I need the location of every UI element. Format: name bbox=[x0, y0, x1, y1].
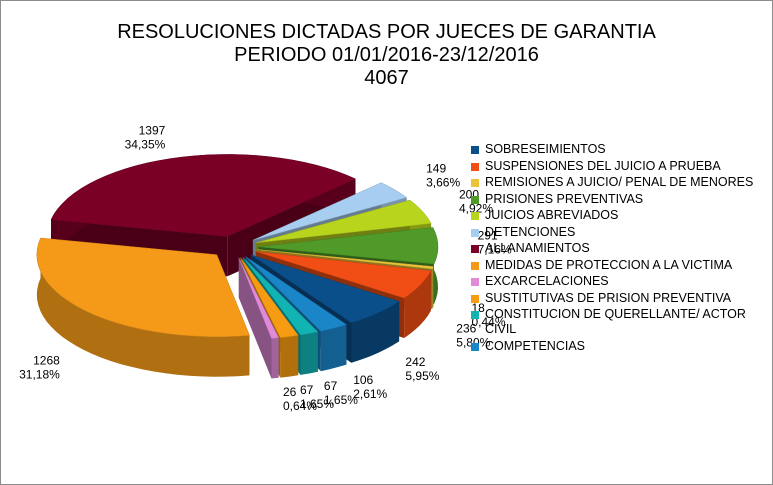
legend-swatch bbox=[471, 261, 479, 270]
slice-value-label: 1397 bbox=[139, 123, 166, 137]
legend-label: PRISIONES PREVENTIVAS bbox=[485, 191, 644, 206]
legend-swatch bbox=[471, 179, 479, 187]
legend-swatch bbox=[471, 342, 479, 351]
slice-value-label: 291 bbox=[478, 229, 498, 243]
legend-item-competencias: COMPETENCIAS bbox=[471, 339, 761, 354]
slice-medidas-de-proteccion-a-la-victima bbox=[36, 237, 250, 337]
legend-item-sobreseimientos: SOBRESEIMIENTOS bbox=[471, 142, 761, 157]
slice-competencias bbox=[245, 256, 347, 332]
legend-item-medidas-de-proteccion-a-la-victima: MEDIDAS DE PROTECCION A LA VICTIMA bbox=[471, 258, 761, 273]
legend-label: JUICIOS ABREVIADOS bbox=[485, 208, 619, 222]
legend-swatch bbox=[471, 278, 479, 286]
legend-swatch bbox=[471, 311, 479, 319]
slice-percent-label: 3,66% bbox=[426, 176, 460, 190]
chart-title: RESOLUCIONES DICTADAS POR JUECES DE GARA… bbox=[1, 21, 772, 90]
slice-percent-label: 0,44% bbox=[472, 315, 506, 329]
slice-suspensiones-del-juicio-a-prueba bbox=[255, 251, 432, 299]
chart-title-line-3: 4067 bbox=[364, 67, 409, 89]
legend-label: COMPETENCIAS bbox=[485, 338, 586, 353]
chart-title-line-1: RESOLUCIONES DICTADAS POR JUECES DE GARA… bbox=[117, 21, 656, 43]
legend-item-constitucion-de-querellante-actor-civil: CONSTITUCION DE QUERELLANTE/ ACTOR CIVIL bbox=[471, 307, 761, 337]
slice-value-label: 236 bbox=[456, 321, 476, 335]
legend-item-detenciones: DETENCIONES bbox=[471, 225, 761, 240]
legend-item-remisiones-a-juicio-penal-de-menores: REMISIONES A JUICIO/ PENAL DE MENORES bbox=[471, 175, 761, 190]
slice-percent-label: 1,65% bbox=[324, 393, 358, 407]
slice-percent-label: 2,61% bbox=[353, 387, 387, 401]
slice-value-label: 149 bbox=[426, 162, 446, 176]
slice-detenciones bbox=[252, 182, 408, 241]
slice-remisiones-a-juicio-penal-de-menores bbox=[257, 249, 434, 270]
pie-tops bbox=[36, 154, 439, 339]
legend-label: REMISIONES A JUICIO/ PENAL DE MENORES bbox=[485, 175, 754, 189]
slice-value-label: 1268 bbox=[33, 354, 60, 368]
slice-percent-label: 34,35% bbox=[125, 137, 166, 151]
legend-item-prisiones-preventivas: PRISIONES PREVENTIVAS bbox=[471, 192, 761, 207]
slice-percent-label: 5,95% bbox=[405, 369, 439, 383]
slice-prisiones-preventivas bbox=[257, 227, 439, 265]
legend-item-juicios-abreviados: JUICIOS ABREVIADOS bbox=[471, 208, 761, 223]
slice-allanamientos bbox=[50, 154, 357, 237]
legend-label: SOBRESEIMIENTOS bbox=[485, 142, 606, 156]
legend-label: EXCARCELACIONES bbox=[485, 274, 609, 288]
slice-value-label: 67 bbox=[300, 383, 314, 397]
chart-title-line-2: PERIODO 01/01/2016-23/12/2016 bbox=[234, 44, 539, 66]
slice-value-label: 106 bbox=[353, 373, 373, 387]
slice-sustitutivas-de-prision-preventiva bbox=[240, 257, 299, 338]
slice-excarcelaciones bbox=[238, 257, 279, 339]
legend-item-sustitutivas-de-prision-preventiva: SUSTITUTIVAS DE PRISION PREVENTIVA bbox=[471, 291, 761, 306]
slice-percent-label: 31,18% bbox=[19, 368, 60, 382]
slice-juicios-abreviados bbox=[256, 199, 432, 244]
slice-value-label: 242 bbox=[405, 355, 425, 369]
legend-swatch bbox=[471, 294, 479, 303]
legend-swatch bbox=[471, 162, 479, 171]
slice-percent-label: 7,16% bbox=[478, 243, 512, 257]
legend-item-allanamientos: ALLANAMIENTOS bbox=[471, 241, 761, 256]
slice-value-label: 67 bbox=[324, 379, 338, 393]
legend-label: CONSTITUCION DE QUERELLANTE/ ACTOR CIVIL bbox=[485, 307, 746, 336]
legend-swatch bbox=[471, 146, 479, 154]
slice-value-label: 26 bbox=[283, 385, 297, 399]
legend-label: SUSPENSIONES DEL JUICIO A PRUEBA bbox=[485, 158, 721, 173]
slice-side-excarcelaciones bbox=[238, 257, 279, 379]
legend-swatch bbox=[471, 212, 479, 220]
slice-constitucion-de-querellante-actor-civil bbox=[242, 257, 319, 336]
slice-percent-label: 1,65% bbox=[300, 397, 334, 411]
legend-label: DETENCIONES bbox=[485, 224, 576, 239]
slice-percent-label: 4,92% bbox=[459, 202, 493, 216]
legend-label: SUSTITUTIVAS DE PRISION PREVENTIVA bbox=[485, 290, 732, 305]
legend-label: ALLANAMIENTOS bbox=[485, 241, 590, 255]
slice-percent-label: 5,80% bbox=[456, 335, 490, 349]
legend-swatch bbox=[471, 195, 479, 204]
legend-swatch bbox=[471, 245, 479, 253]
legend-item-excarcelaciones: EXCARCELACIONES bbox=[471, 274, 761, 289]
legend-item-suspensiones-del-juicio-a-prueba: SUSPENSIONES DEL JUICIO A PRUEBA bbox=[471, 159, 761, 174]
slice-percent-label: 0,64% bbox=[283, 399, 317, 413]
legend-swatch bbox=[471, 228, 479, 237]
slice-sobreseimientos bbox=[250, 254, 400, 324]
legend-label: MEDIDAS DE PROTECCION A LA VICTIMA bbox=[485, 257, 733, 272]
chart-legend: SOBRESEIMIENTOS SUSPENSIONES DEL JUICIO A… bbox=[471, 142, 761, 355]
